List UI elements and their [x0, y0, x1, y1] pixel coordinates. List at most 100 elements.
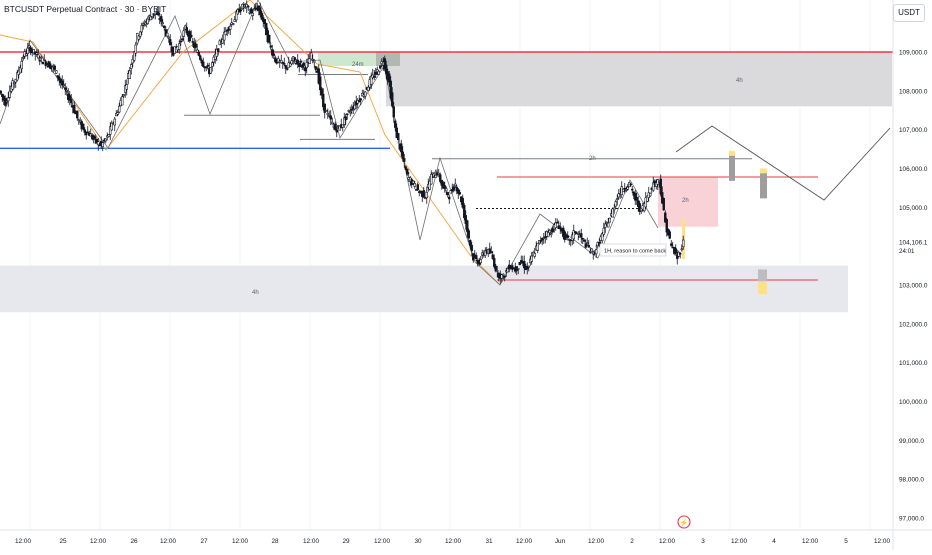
candle-bear	[395, 127, 398, 139]
candle-bear	[664, 212, 667, 223]
candle-bull	[143, 24, 146, 26]
candle-bear	[350, 109, 353, 111]
candle-bull	[235, 11, 238, 21]
candle-bull	[608, 217, 611, 223]
time-tick: 25	[59, 538, 67, 545]
candle-bear	[661, 192, 664, 204]
marker-yellow-1	[729, 150, 735, 156]
candle-bear	[70, 99, 73, 104]
candle-bull	[640, 207, 643, 212]
candle-bear	[95, 138, 98, 144]
candle-bull	[13, 82, 16, 85]
candle-bear	[344, 116, 347, 121]
candle-bull	[277, 58, 280, 63]
candle-bear	[383, 58, 386, 70]
candle-bull	[614, 201, 617, 207]
candle-bear	[293, 57, 296, 61]
candle-bear	[635, 197, 638, 201]
candle-bull	[479, 259, 482, 264]
candle-bull	[211, 62, 214, 67]
candle-bear	[329, 115, 332, 120]
candle-bull	[28, 45, 31, 48]
candle-bear	[296, 59, 299, 64]
time-tick: 28	[271, 538, 279, 545]
candle-bear	[217, 48, 220, 52]
candle-bear	[385, 64, 388, 74]
candle-bull	[370, 75, 373, 85]
orange-zigzag-1	[0, 0, 251, 151]
candle-bull	[40, 56, 43, 59]
candle-bull	[331, 121, 334, 125]
candle-bear	[346, 113, 349, 115]
candle-bear	[463, 204, 466, 218]
candle-bear	[359, 98, 362, 101]
price-tick: 99,000.0	[899, 438, 924, 445]
candle-bear	[490, 251, 493, 253]
alert-icon-glyph: ⚡	[680, 518, 689, 527]
candle-bear	[559, 226, 562, 229]
candle-bear	[169, 39, 172, 46]
candle-bull	[232, 23, 235, 25]
candle-bull	[613, 207, 616, 211]
candle-bull	[139, 31, 142, 37]
candles	[0, 0, 685, 284]
candle-bear	[668, 231, 671, 239]
candle-bull	[43, 59, 46, 61]
candle-bear	[98, 144, 101, 147]
label-2h-box: 2h	[682, 198, 689, 204]
currency-button[interactable]: USDT	[893, 4, 925, 22]
candle-bear	[286, 68, 289, 70]
candle-bull	[449, 190, 452, 194]
time-tick: 12:00	[445, 538, 461, 545]
candle-bull	[97, 141, 100, 146]
candle-bull	[109, 126, 112, 135]
candle-bear	[260, 12, 263, 20]
candle-bear	[392, 106, 395, 118]
time-tick: 12:00	[374, 538, 390, 545]
candle-bull	[325, 110, 328, 112]
candle-bear	[581, 238, 584, 240]
candle-bull	[113, 118, 116, 126]
candle-bull	[308, 58, 311, 64]
candle-bear	[584, 243, 587, 248]
candle-bear	[44, 61, 47, 67]
candle-bull	[536, 242, 539, 251]
candle-bull	[617, 193, 620, 198]
candle-bull	[646, 195, 649, 202]
candle-bear	[61, 80, 64, 86]
candle-bull	[20, 61, 23, 70]
candle-bull	[65, 90, 68, 92]
candle-bear	[461, 198, 464, 208]
candle-bull	[7, 97, 10, 102]
candle-bull	[361, 92, 364, 97]
candle-bull	[353, 104, 356, 110]
candle-bull	[134, 44, 137, 54]
candle-bear	[580, 233, 583, 238]
candle-bull	[182, 30, 185, 37]
candle-bear	[491, 254, 494, 259]
candle-bull	[527, 265, 530, 268]
candle-bull	[128, 70, 131, 79]
time-tick: 31	[485, 538, 493, 545]
candle-bull	[253, 8, 256, 11]
time-tick: 12:00	[232, 538, 248, 545]
price-tick: 107,000.0	[899, 127, 928, 134]
time-tick: 12:00	[15, 538, 31, 545]
candle-bear	[679, 252, 682, 255]
candle-bear	[397, 133, 400, 140]
candle-bull	[341, 124, 344, 128]
candle-bull	[118, 105, 121, 113]
candle-bull	[338, 125, 341, 131]
candle-bear	[164, 29, 167, 36]
candle-bull	[502, 273, 505, 276]
time-tick: 3	[701, 538, 705, 545]
candle-bear	[179, 40, 182, 43]
price-tick: 97,000.0	[899, 516, 924, 523]
candle-bull	[16, 72, 19, 81]
candle-bull	[367, 86, 370, 91]
candle-bull	[586, 242, 589, 245]
candle-bull	[224, 31, 227, 36]
candle-bear	[314, 66, 317, 70]
